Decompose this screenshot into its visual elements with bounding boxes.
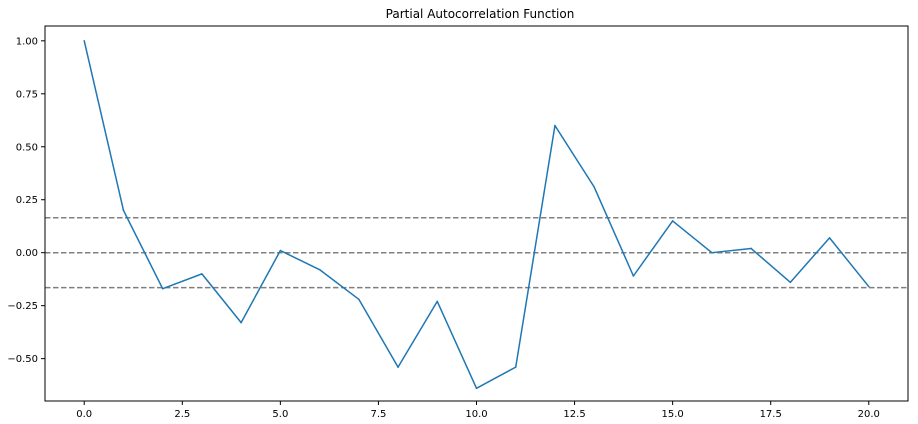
y-tick-label: 0.75 (16, 89, 38, 100)
plot-area-frame (44, 25, 909, 402)
data-point (671, 220, 674, 222)
data-point (279, 249, 282, 252)
data-point (318, 268, 321, 271)
y-axis: 1.00 0.75 0.50 0.25 0.00 −0.25 −0.50 (7, 36, 45, 365)
y-tick-label: 0.00 (16, 248, 38, 259)
data-point (593, 186, 595, 188)
data-point (436, 300, 439, 303)
data-point (397, 366, 399, 368)
x-tick-label: 15.0 (662, 409, 684, 420)
data-point (867, 285, 870, 288)
data-point (122, 209, 125, 212)
x-tick-label: 17.5 (760, 409, 782, 420)
x-tick-label: 5.0 (272, 409, 288, 420)
data-point (475, 387, 478, 390)
data-point (83, 40, 86, 42)
x-tick-label: 12.5 (563, 409, 585, 420)
data-point (161, 287, 164, 290)
x-tick-label: 0.0 (76, 409, 92, 420)
y-tick-label: 1.00 (16, 36, 38, 47)
y-tick-label: 0.25 (16, 195, 38, 206)
data-point (358, 298, 360, 301)
y-tick-label: −0.25 (7, 301, 38, 312)
x-axis: 0.0 2.5 5.0 7.5 10.0 12.5 15.0 17.5 20.0 (76, 401, 880, 420)
data-point (750, 247, 752, 250)
data-point (554, 124, 556, 127)
data-point (711, 251, 713, 254)
data-point (514, 366, 517, 368)
data-point (240, 321, 242, 324)
data-point (632, 275, 635, 277)
x-tick-label: 10.0 (465, 409, 487, 420)
chart-title: Partial Autocorrelation Function (386, 7, 575, 21)
series-layer (83, 40, 870, 390)
data-point (789, 281, 792, 284)
x-tick-label: 20.0 (858, 409, 880, 420)
reference-lines (45, 216, 908, 289)
y-tick-label: 0.50 (16, 142, 38, 153)
series-line-0 (83, 40, 870, 390)
data-point (828, 237, 831, 239)
y-tick-label: −0.50 (7, 354, 38, 365)
x-tick-label: 7.5 (370, 409, 386, 420)
data-point (201, 273, 203, 275)
x-tick-label: 2.5 (174, 409, 190, 420)
